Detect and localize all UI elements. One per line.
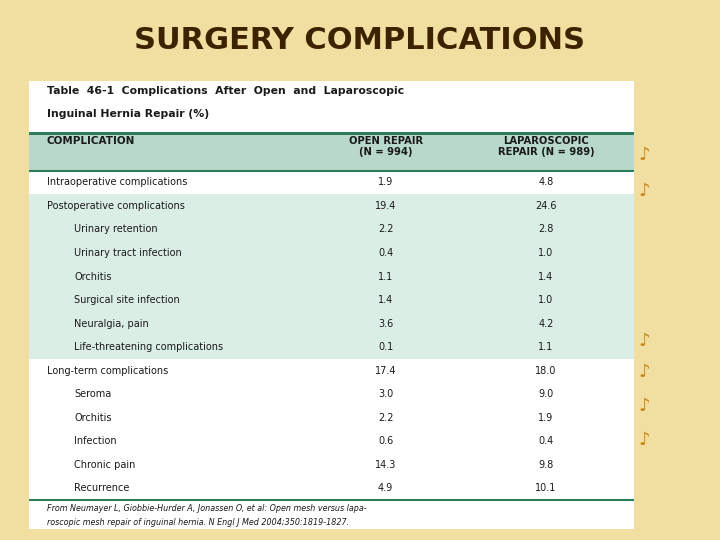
FancyBboxPatch shape: [29, 81, 634, 529]
FancyBboxPatch shape: [29, 132, 634, 171]
Text: 9.0: 9.0: [539, 389, 554, 399]
FancyBboxPatch shape: [29, 288, 634, 312]
Text: 2.8: 2.8: [539, 225, 554, 234]
Text: Inguinal Hernia Repair (%): Inguinal Hernia Repair (%): [47, 109, 209, 119]
Text: Neuralgia, pain: Neuralgia, pain: [74, 319, 149, 328]
Text: 4.2: 4.2: [539, 319, 554, 328]
Text: Seroma: Seroma: [74, 389, 112, 399]
FancyBboxPatch shape: [29, 382, 634, 406]
Text: From Neumayer L, Giobbie-Hurder A, Jonassen O, et al: Open mesh versus lapa-: From Neumayer L, Giobbie-Hurder A, Jonas…: [47, 504, 366, 512]
Text: 0.4: 0.4: [378, 248, 393, 258]
Text: 2.2: 2.2: [378, 413, 393, 423]
Text: Table  46-1  Complications  After  Open  and  Laparoscopic: Table 46-1 Complications After Open and …: [47, 86, 404, 96]
Text: 1.9: 1.9: [539, 413, 554, 423]
Text: LAPAROSCOPIC
REPAIR (N = 989): LAPAROSCOPIC REPAIR (N = 989): [498, 136, 594, 157]
Text: Infection: Infection: [74, 436, 117, 446]
Text: 1.1: 1.1: [539, 342, 554, 352]
Text: 17.4: 17.4: [375, 366, 397, 376]
Text: Recurrence: Recurrence: [74, 483, 130, 494]
FancyBboxPatch shape: [29, 312, 634, 335]
FancyBboxPatch shape: [29, 241, 634, 265]
FancyBboxPatch shape: [29, 265, 634, 288]
FancyBboxPatch shape: [29, 335, 634, 359]
Text: 1.0: 1.0: [539, 295, 554, 305]
Text: ♪: ♪: [639, 397, 650, 415]
FancyBboxPatch shape: [29, 429, 634, 453]
FancyBboxPatch shape: [29, 359, 634, 382]
Text: ♪: ♪: [639, 363, 650, 381]
Text: 1.0: 1.0: [539, 248, 554, 258]
FancyBboxPatch shape: [29, 171, 634, 194]
Text: Long-term complications: Long-term complications: [47, 366, 168, 376]
Text: Urinary tract infection: Urinary tract infection: [74, 248, 182, 258]
FancyBboxPatch shape: [29, 453, 634, 476]
Text: 18.0: 18.0: [535, 366, 557, 376]
Text: ♪: ♪: [639, 332, 650, 350]
Text: roscopic mesh repair of inguinal hernia. N Engl J Med 2004;350:1819-1827.: roscopic mesh repair of inguinal hernia.…: [47, 518, 349, 527]
FancyBboxPatch shape: [29, 406, 634, 429]
Text: COMPLICATION: COMPLICATION: [47, 136, 135, 146]
Text: ♪: ♪: [639, 430, 650, 449]
Text: 4.9: 4.9: [378, 483, 393, 494]
Text: Intraoperative complications: Intraoperative complications: [47, 178, 187, 187]
Text: 19.4: 19.4: [375, 201, 396, 211]
Text: 1.9: 1.9: [378, 178, 393, 187]
Text: 0.4: 0.4: [539, 436, 554, 446]
Text: 2.2: 2.2: [378, 225, 393, 234]
Text: Surgical site infection: Surgical site infection: [74, 295, 180, 305]
Text: ♪: ♪: [639, 182, 650, 200]
Text: Chronic pain: Chronic pain: [74, 460, 135, 470]
Text: Life-threatening complications: Life-threatening complications: [74, 342, 223, 352]
Text: Postoperative complications: Postoperative complications: [47, 201, 185, 211]
Text: 9.8: 9.8: [539, 460, 554, 470]
FancyBboxPatch shape: [29, 194, 634, 218]
Text: SURGERY COMPLICATIONS: SURGERY COMPLICATIONS: [135, 26, 585, 55]
Text: 24.6: 24.6: [535, 201, 557, 211]
Text: 0.1: 0.1: [378, 342, 393, 352]
FancyBboxPatch shape: [29, 218, 634, 241]
Text: 1.4: 1.4: [378, 295, 393, 305]
Text: 0.6: 0.6: [378, 436, 393, 446]
Text: ♪: ♪: [639, 146, 650, 164]
Text: Urinary retention: Urinary retention: [74, 225, 158, 234]
Text: 4.8: 4.8: [539, 178, 554, 187]
Text: Orchitis: Orchitis: [74, 272, 112, 281]
Text: OPEN REPAIR
(N = 994): OPEN REPAIR (N = 994): [348, 136, 423, 157]
FancyBboxPatch shape: [29, 476, 634, 500]
Text: 14.3: 14.3: [375, 460, 396, 470]
Text: 10.1: 10.1: [535, 483, 557, 494]
Text: 3.0: 3.0: [378, 389, 393, 399]
Text: 3.6: 3.6: [378, 319, 393, 328]
Text: 1.4: 1.4: [539, 272, 554, 281]
Text: Orchitis: Orchitis: [74, 413, 112, 423]
Text: 1.1: 1.1: [378, 272, 393, 281]
